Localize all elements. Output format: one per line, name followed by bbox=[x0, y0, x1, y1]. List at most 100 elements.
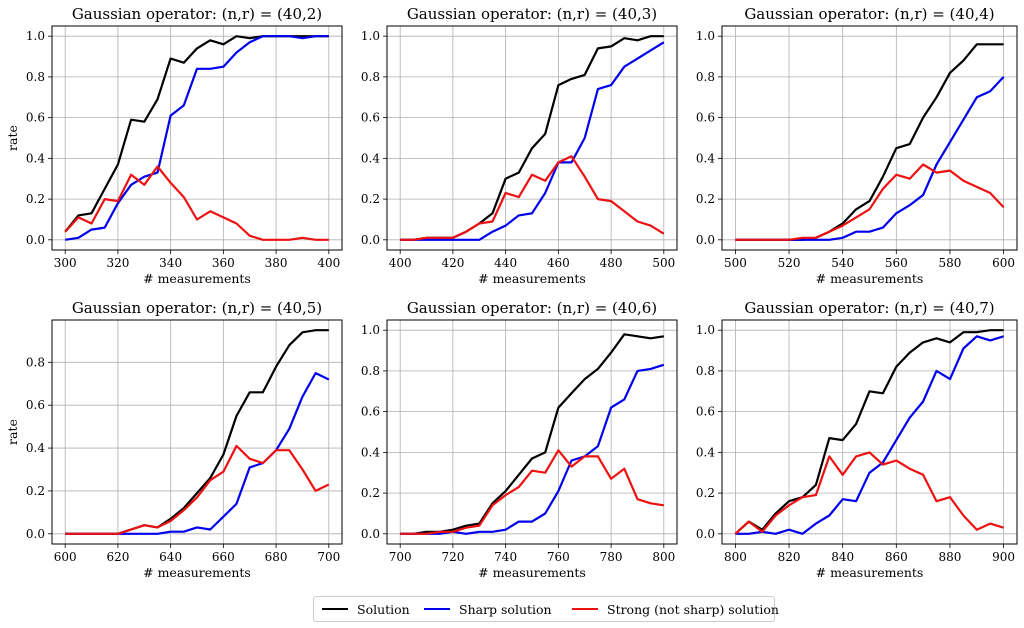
y-tick-label: 1.0 bbox=[696, 323, 715, 337]
x-tick-label: 320 bbox=[106, 256, 129, 270]
series-line-strong-not-sharp-solution bbox=[64, 165, 329, 241]
series-line-strong-not-sharp-solution bbox=[400, 155, 665, 241]
x-tick-label: 480 bbox=[600, 256, 623, 270]
y-tick-label: 0.6 bbox=[696, 111, 715, 125]
x-tick-label: 660 bbox=[212, 550, 235, 564]
subplot-title: Gaussian operator: (n,r) = (40,4) bbox=[744, 5, 994, 23]
x-tick-label: 460 bbox=[547, 256, 570, 270]
x-tick-label: 500 bbox=[652, 256, 675, 270]
subplot-2: 400 420 440 460 480 500 0.0 0.2 0.4 0.6 0.8 1.0 Gaus… bbox=[361, 5, 678, 286]
axes-frame bbox=[721, 319, 1018, 545]
y-tick-label: 1.0 bbox=[696, 29, 715, 43]
axes-frame bbox=[51, 319, 343, 545]
y-tick-label: 0.0 bbox=[26, 527, 45, 541]
x-axis-label: # measurements bbox=[143, 271, 251, 286]
x-tick-label: 840 bbox=[831, 550, 854, 564]
y-tick-label: 0.6 bbox=[361, 405, 380, 419]
x-tick-label: 440 bbox=[494, 256, 517, 270]
y-tick-label: 0.6 bbox=[26, 111, 45, 125]
x-tick-label: 800 bbox=[724, 550, 747, 564]
y-tick-label: 0.2 bbox=[26, 484, 45, 498]
x-tick-label: 860 bbox=[885, 550, 908, 564]
y-tick-label: 0.8 bbox=[26, 70, 45, 84]
series-line-sharp-solution bbox=[735, 335, 1004, 535]
series-line-strong-not-sharp-solution bbox=[735, 163, 1005, 241]
x-tick-label: 540 bbox=[831, 256, 854, 270]
subplot-5: 700 720 740 760 780 800 0.0 0.2 0.4 0.6 0.8 1.0 Gaus… bbox=[361, 299, 678, 580]
x-tick-label: 880 bbox=[939, 550, 962, 564]
y-tick-label: 0.0 bbox=[696, 233, 715, 247]
series-line-sharp-solution bbox=[400, 363, 665, 535]
y-tick-label: 0.4 bbox=[361, 445, 380, 459]
legend: Solution Sharp solution Strong (not shar… bbox=[313, 596, 779, 622]
x-axis-label: # measurements bbox=[816, 565, 924, 580]
legend-item-sharp-solution: Sharp solution bbox=[424, 597, 552, 621]
x-tick-label: 360 bbox=[212, 256, 235, 270]
y-tick-label: 0.0 bbox=[26, 233, 45, 247]
series-line-solution bbox=[400, 333, 664, 535]
x-tick-label: 680 bbox=[265, 550, 288, 564]
y-tick-label: 0.8 bbox=[361, 364, 380, 378]
subplot-title: Gaussian operator: (n,r) = (40,2) bbox=[72, 5, 322, 23]
series-line-strong-not-sharp-solution bbox=[65, 444, 330, 535]
series-line-sharp-solution bbox=[65, 372, 330, 535]
y-tick-label: 0.8 bbox=[361, 70, 380, 84]
x-tick-label: 700 bbox=[317, 550, 340, 564]
subplot-3: 500 520 540 560 580 600 0.0 0.2 0.4 0.6 0.8 1.0 Gaus… bbox=[696, 5, 1018, 286]
series-line-solution bbox=[65, 329, 329, 535]
subplot-4: 600 620 640 660 680 700 0.0 0.2 0.4 0.6 0.8 Gaussia… bbox=[5, 299, 343, 580]
legend-label-sharp-solution: Sharp solution bbox=[459, 601, 552, 617]
subplot-title: Gaussian operator: (n,r) = (40,6) bbox=[407, 299, 657, 317]
x-axis-label: # measurements bbox=[143, 565, 251, 580]
subplot-1: 300 320 340 360 380 400 0.0 0.2 0.4 0.6 0.8 1.0 Gaus… bbox=[5, 5, 343, 286]
axes-frame bbox=[386, 319, 678, 545]
y-tick-label: 1.0 bbox=[361, 323, 380, 337]
x-tick-label: 580 bbox=[939, 256, 962, 270]
y-tick-label: 0.0 bbox=[696, 527, 715, 541]
y-tick-label: 0.2 bbox=[361, 486, 380, 500]
x-tick-label: 740 bbox=[494, 550, 517, 564]
y-tick-label: 0.6 bbox=[26, 398, 45, 412]
series-line-strong-not-sharp-solution bbox=[734, 451, 1004, 535]
legend-swatch-strong-solution bbox=[572, 608, 598, 610]
y-tick-label: 0.2 bbox=[696, 192, 715, 206]
y-tick-label: 0.8 bbox=[696, 364, 715, 378]
y-tick-label: 0.2 bbox=[361, 192, 380, 206]
x-tick-label: 500 bbox=[724, 256, 747, 270]
legend-item-solution: Solution bbox=[322, 597, 410, 621]
x-tick-label: 700 bbox=[389, 550, 412, 564]
legend-label-solution: Solution bbox=[357, 601, 410, 617]
legend-swatch-sharp-solution bbox=[424, 608, 450, 610]
y-tick-label: 0.2 bbox=[26, 192, 45, 206]
axes-frame bbox=[721, 25, 1018, 251]
x-axis-label: # measurements bbox=[478, 271, 586, 286]
x-tick-label: 800 bbox=[652, 550, 675, 564]
x-tick-label: 300 bbox=[54, 256, 77, 270]
subplot-title: Gaussian operator: (n,r) = (40,3) bbox=[407, 5, 657, 23]
x-tick-label: 720 bbox=[441, 550, 464, 564]
series-line-solution bbox=[734, 329, 1004, 535]
x-tick-label: 780 bbox=[600, 550, 623, 564]
subplot-title: Gaussian operator: (n,r) = (40,5) bbox=[72, 299, 322, 317]
y-tick-label: 0.0 bbox=[361, 233, 380, 247]
series-line-sharp-solution bbox=[400, 41, 665, 241]
y-tick-label: 0.8 bbox=[26, 355, 45, 369]
y-tick-label: 0.4 bbox=[26, 151, 45, 165]
x-tick-label: 820 bbox=[778, 550, 801, 564]
y-tick-label: 0.8 bbox=[696, 70, 715, 84]
y-tick-label: 0.0 bbox=[361, 527, 380, 541]
figure-grid: 300 320 340 360 380 400 0.0 0.2 0.4 0.6 0.8 1.0 Gaus… bbox=[5, 5, 1018, 580]
x-tick-label: 340 bbox=[159, 256, 182, 270]
x-axis-label: # measurements bbox=[816, 271, 924, 286]
y-tick-label: 0.6 bbox=[361, 111, 380, 125]
y-tick-label: 0.4 bbox=[361, 151, 380, 165]
legend-item-strong-solution: Strong (not sharp) solution bbox=[572, 597, 779, 621]
x-tick-label: 560 bbox=[885, 256, 908, 270]
x-tick-label: 420 bbox=[441, 256, 464, 270]
y-axis-label: rate bbox=[5, 125, 20, 151]
x-tick-label: 380 bbox=[265, 256, 288, 270]
x-tick-label: 760 bbox=[547, 550, 570, 564]
y-tick-label: 0.4 bbox=[26, 441, 45, 455]
y-tick-label: 0.4 bbox=[696, 151, 715, 165]
legend-label-strong-solution: Strong (not sharp) solution bbox=[607, 601, 779, 617]
